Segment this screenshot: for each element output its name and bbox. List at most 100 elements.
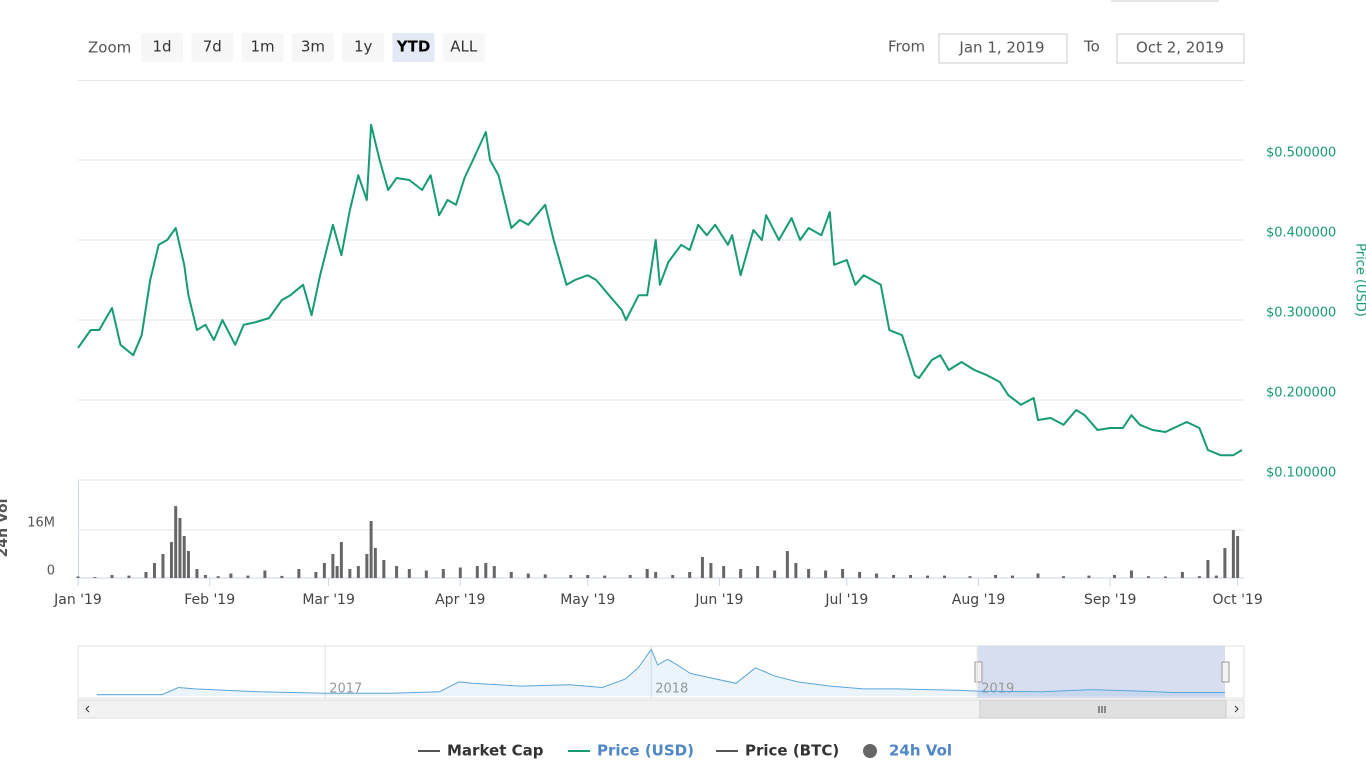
- navigator-handle[interactable]: [1221, 661, 1230, 683]
- x-tick-label: Jul '19: [824, 592, 868, 608]
- volume-bar: [195, 569, 199, 578]
- volume-bar: [229, 573, 233, 578]
- zoom-button-label[interactable]: YTD: [396, 38, 431, 56]
- from-value[interactable]: Jan 1, 2019: [958, 39, 1044, 57]
- navigator-tick-label: 2018: [655, 682, 688, 697]
- volume-bar: [373, 548, 377, 578]
- scrollbar-thumb[interactable]: [979, 699, 1227, 719]
- legend-symbol[interactable]: [863, 744, 877, 758]
- volume-bar: [909, 575, 913, 578]
- x-tick-label: Sep '19: [1084, 592, 1137, 608]
- volume-bar: [382, 560, 386, 578]
- volume-bar: [1129, 570, 1133, 578]
- navigator-line: [97, 648, 1225, 696]
- volume-bar: [356, 566, 360, 578]
- volume-bar: [1010, 575, 1014, 578]
- navigator-tick-label: 2019: [981, 682, 1014, 697]
- zoom-button-label[interactable]: 7d: [203, 38, 222, 56]
- volume-bar: [365, 554, 369, 578]
- volume-bar: [645, 569, 649, 578]
- legend-label[interactable]: Market Cap: [447, 742, 544, 760]
- volume-bar: [424, 570, 428, 578]
- volume-bar: [628, 575, 632, 578]
- zoom-button[interactable]: [342, 33, 385, 62]
- legend-label[interactable]: Price (BTC): [745, 742, 839, 760]
- volume-bar: [1146, 576, 1150, 578]
- volume-bar: [756, 566, 760, 578]
- volume-bar: [1197, 576, 1201, 578]
- y-tick-label: 0: [47, 564, 55, 579]
- x-tick-label: Oct '19: [1212, 592, 1262, 608]
- navigator-area-fill: [97, 649, 1225, 696]
- volume-bar: [152, 563, 156, 578]
- y-tick-label: $0.100000: [1266, 466, 1336, 481]
- volume-bar: [671, 575, 675, 578]
- zoom-button-label[interactable]: 1y: [354, 38, 373, 56]
- volume-bar: [1236, 536, 1240, 578]
- volume-bar: [785, 551, 789, 578]
- scrollbar-track[interactable]: [77, 699, 1245, 719]
- volume-bar: [994, 575, 998, 578]
- volume-bar: [1223, 548, 1227, 578]
- volume-bar: [700, 557, 704, 578]
- volume-bar: [144, 572, 148, 578]
- x-tick-label: Feb '19: [184, 592, 235, 608]
- volume-bar: [722, 566, 726, 578]
- volume-bar: [314, 572, 318, 578]
- navigator-selection[interactable]: [978, 646, 1225, 698]
- volume-bar: [263, 570, 267, 578]
- volume-bar: [339, 542, 343, 578]
- zoom-button[interactable]: [141, 33, 183, 62]
- volume-bar: [926, 575, 930, 578]
- zoom-button-label[interactable]: 1m: [251, 38, 275, 56]
- from-label: From: [888, 38, 925, 56]
- volume-bar: [569, 575, 573, 578]
- zoom-button-label[interactable]: 3m: [301, 38, 325, 56]
- zoom-button[interactable]: [392, 33, 435, 62]
- volume-bar: [1036, 573, 1040, 578]
- volume-bar: [203, 575, 207, 578]
- volume-bar: [335, 566, 339, 578]
- to-value[interactable]: Oct 2, 2019: [1136, 39, 1224, 57]
- to-input[interactable]: [1116, 33, 1245, 64]
- volume-bar: [586, 575, 590, 578]
- zoom-button[interactable]: [291, 33, 334, 62]
- legend-label[interactable]: 24h Vol: [889, 742, 952, 760]
- volume-bar: [369, 521, 373, 578]
- from-input[interactable]: [938, 33, 1068, 64]
- volume-bar: [773, 570, 777, 578]
- x-tick-label: May '19: [560, 592, 615, 608]
- volume-bar: [603, 575, 607, 578]
- volume-bar: [322, 563, 326, 578]
- to-label: To: [1083, 38, 1100, 56]
- y-tick-label: $0.500000: [1266, 146, 1336, 161]
- volume-bar: [1061, 576, 1065, 578]
- volume-bar: [280, 575, 284, 578]
- navigator-handle[interactable]: [974, 661, 983, 683]
- zoom-label: Zoom: [88, 39, 131, 57]
- volume-bar: [1214, 575, 1218, 578]
- y-tick-label: $0.200000: [1266, 386, 1336, 401]
- volume-bar: [492, 566, 496, 578]
- volume-bar: [458, 567, 462, 578]
- legend-label[interactable]: Price (USD): [597, 742, 694, 760]
- y-tick-label: 16M: [27, 516, 55, 531]
- volume-bar: [441, 569, 445, 578]
- top-box: [1111, 0, 1219, 2]
- zoom-button[interactable]: [191, 33, 234, 62]
- volume-bar: [127, 575, 131, 578]
- volume-bar: [739, 569, 743, 578]
- volume-bar: [824, 570, 828, 578]
- zoom-button-label[interactable]: 1d: [152, 38, 171, 56]
- volume-bar: [161, 554, 165, 578]
- volume-bar: [1231, 530, 1235, 578]
- volume-bar: [475, 566, 479, 578]
- volume-bar: [526, 573, 530, 578]
- volume-bar: [174, 506, 178, 578]
- volume-bar: [543, 574, 547, 578]
- zoom-button[interactable]: [241, 33, 284, 62]
- zoom-button[interactable]: [442, 33, 485, 62]
- zoom-button-label[interactable]: ALL: [450, 38, 478, 56]
- price-line: [77, 123, 1243, 457]
- volume-bar: [186, 551, 190, 578]
